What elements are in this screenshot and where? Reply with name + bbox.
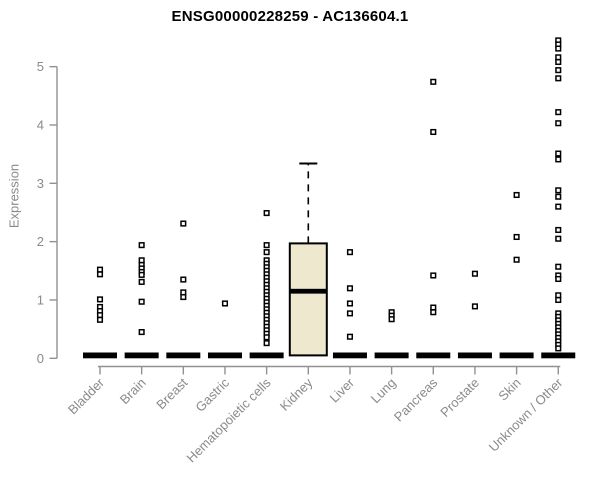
collapsed-box-9	[457, 352, 492, 359]
data-point	[138, 271, 145, 278]
collapsed-box-11	[541, 352, 576, 359]
data-point	[555, 156, 562, 163]
data-point	[513, 191, 520, 199]
data-point	[555, 54, 562, 61]
data-point	[555, 292, 562, 299]
data-point	[263, 249, 270, 256]
data-point	[471, 303, 478, 310]
median-line	[289, 288, 327, 294]
data-point	[555, 296, 562, 304]
data-point	[96, 316, 104, 323]
data-point	[555, 275, 562, 283]
data-point	[263, 242, 270, 249]
data-point	[430, 309, 437, 316]
data-point	[555, 235, 562, 242]
y-tick-label: 4	[37, 117, 44, 132]
collapsed-box-6	[332, 352, 367, 359]
data-point	[513, 256, 520, 263]
collapsed-box-10	[499, 352, 534, 359]
x-tick-label: Liver	[327, 375, 358, 406]
data-point	[555, 193, 562, 200]
data-point	[555, 120, 562, 127]
data-point	[96, 271, 104, 278]
data-point	[555, 45, 562, 52]
data-point	[346, 300, 354, 307]
x-tick-label: Brain	[117, 375, 149, 407]
data-point	[555, 345, 562, 352]
data-point	[555, 67, 562, 74]
x-tick-label: Skin	[495, 375, 523, 403]
x-tick-label: Bladder	[65, 375, 108, 418]
data-point	[555, 263, 562, 270]
data-point	[96, 266, 104, 273]
data-point	[138, 329, 145, 336]
collapsed-box-7	[374, 352, 409, 359]
data-point	[96, 312, 104, 319]
data-point	[346, 333, 354, 340]
data-point	[555, 187, 562, 194]
collapsed-box-0	[83, 352, 117, 359]
data-point	[430, 272, 437, 279]
data-point	[96, 296, 104, 303]
y-tick-label: 2	[37, 234, 44, 249]
x-tick-label: Pancreas	[391, 375, 441, 425]
x-tick-label: Breast	[153, 375, 190, 412]
data-point	[263, 210, 270, 217]
data-point	[180, 289, 187, 296]
data-point	[388, 316, 395, 323]
x-tick-label: Gastric	[192, 375, 232, 415]
data-point	[555, 203, 562, 210]
data-point	[346, 249, 354, 256]
data-point	[138, 242, 145, 249]
box	[288, 242, 328, 357]
data-point	[263, 334, 270, 341]
collapsed-box-8	[416, 352, 451, 359]
data-point	[555, 75, 562, 82]
data-point	[430, 304, 437, 311]
data-point	[555, 109, 562, 116]
collapsed-box-1	[124, 352, 159, 359]
data-point	[138, 278, 145, 285]
chart-title: ENSG00000228259 - AC136604.1	[171, 8, 409, 25]
data-point	[555, 150, 562, 157]
data-point	[221, 300, 229, 307]
y-tick-label: 1	[37, 292, 44, 307]
x-tick-label: Lung	[368, 375, 399, 406]
collapsed-box-2	[166, 352, 201, 359]
data-point	[430, 128, 437, 136]
data-point	[138, 257, 145, 264]
data-point	[346, 310, 354, 317]
x-tick-label: Prostate	[437, 375, 482, 420]
data-point	[430, 78, 437, 85]
data-point	[555, 58, 562, 66]
data-point	[471, 270, 478, 277]
data-point	[513, 233, 520, 241]
data-point	[180, 220, 187, 227]
y-tick-label: 0	[37, 351, 44, 366]
data-point	[346, 285, 354, 292]
data-point	[180, 294, 187, 301]
collapsed-box-4	[249, 352, 284, 359]
data-point	[555, 226, 562, 234]
data-point	[263, 340, 270, 347]
x-tick-label: Unknown / Other	[486, 375, 566, 455]
y-tick-label: 3	[37, 176, 44, 191]
x-tick-label: Kidney	[277, 375, 316, 414]
y-tick-label: 5	[37, 59, 44, 74]
collapsed-box-3	[207, 352, 242, 359]
data-point	[138, 298, 145, 305]
data-point	[180, 276, 187, 283]
